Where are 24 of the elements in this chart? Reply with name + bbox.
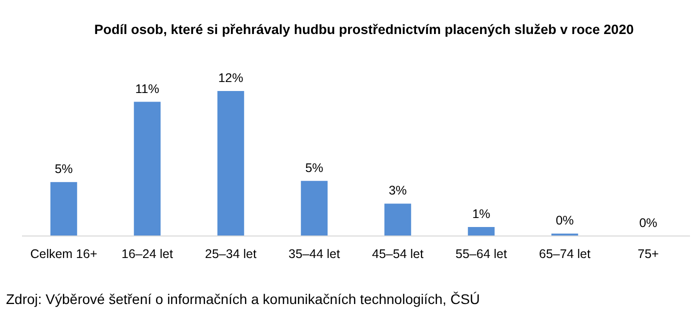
bar	[300, 180, 328, 236]
data-label: 12%	[218, 71, 244, 85]
text: Zdroj: Výběrové šetření o informačních a komunikačních technologiích, ČSÚ	[6, 291, 480, 307]
x-tick-label: 55–64 let	[456, 247, 508, 261]
bar	[384, 204, 412, 236]
x-tick-label: 25–34 let	[205, 247, 257, 261]
x-tick-label: 45–54 let	[372, 247, 424, 261]
data-label: 11%	[135, 82, 160, 96]
x-tick-label: 65–74 let	[539, 247, 591, 261]
data-label: 0%	[639, 216, 658, 230]
bar	[50, 182, 78, 236]
x-tick-label: Celkem 16+	[30, 247, 98, 261]
data-label: 1%	[472, 207, 490, 222]
x-tick-label: 16–24 let	[122, 247, 174, 261]
data-label: 5%	[305, 160, 324, 175]
x-tick-label: 75+	[638, 247, 659, 261]
data-label: 0%	[556, 214, 574, 228]
data-label: 3%	[388, 184, 407, 198]
bar	[217, 91, 244, 236]
chart-title: Podíl osob, které si přehrávaly hudbu prostřednictvím placených služeb v roce 2020	[94, 22, 634, 37]
bar	[134, 102, 161, 236]
x-tick-label: 35–44 let	[288, 247, 340, 261]
data-label: 5%	[54, 162, 73, 176]
bar	[468, 227, 495, 236]
